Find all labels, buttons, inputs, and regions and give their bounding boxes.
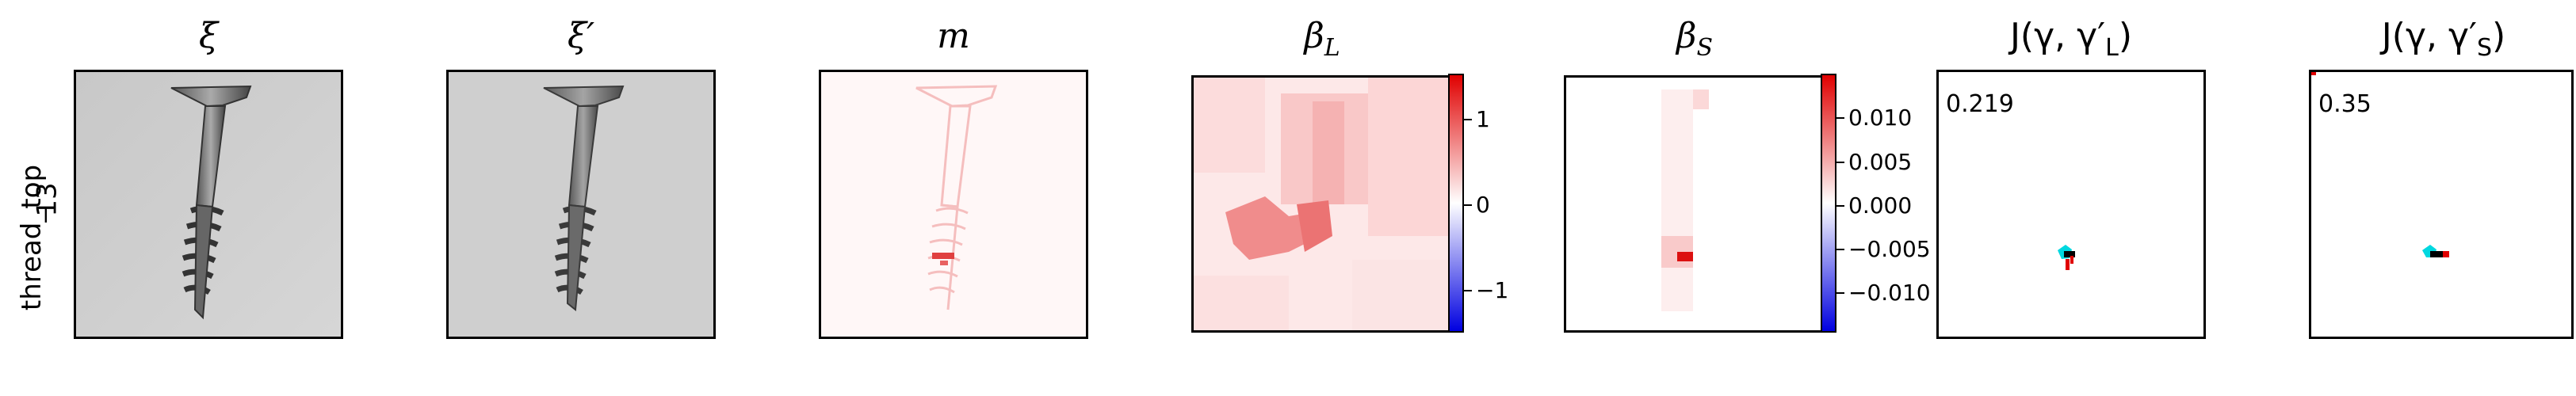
panel-beta-s-map [1564,75,1825,333]
row-label: thread_top 13 [0,0,63,396]
panel-m-map [819,70,1088,339]
panel-j-s-map [2309,70,2574,339]
colorbar-l-tick-neg1: −1 [1476,277,1509,303]
screw-image-original [76,72,341,337]
colorbar-l-tick-0: 0 [1476,192,1490,218]
colorbar-s-tick-0005: 0.005 [1848,149,1913,175]
colorbar-beta-s [1821,74,1836,333]
colorbar-s-tick-0000: 0.000 [1848,192,1913,219]
panel-title-m: m [937,16,970,56]
panel-xi-prime-image [446,70,716,339]
j-l-overlay [1939,72,2203,337]
j-s-overlay [2311,72,2571,337]
panel-title-j-l: J(γ, γ′L) [2009,16,2133,62]
panel-title-xi: ξ [198,16,219,56]
score-j-l: 0.219 [1946,90,2014,118]
colorbar-s-tick-neg0010: −0.010 [1848,280,1931,306]
score-j-s: 0.35 [2318,90,2372,118]
colorbar-l-tick-1: 1 [1476,106,1490,132]
panel-title-j-s: J(γ, γ′S) [2381,16,2506,62]
panel-beta-l-map [1191,75,1453,333]
beta-s-heatmap [1566,78,1823,330]
row-label-index: 13 [31,182,63,217]
colorbar-beta-l [1448,74,1464,333]
panel-title-xi-prime: ξ′ [567,16,595,56]
panel-title-beta-l: βL [1304,16,1340,62]
screw-image-reconstructed [449,72,713,337]
colorbar-s-tick-neg0005: −0.005 [1848,236,1931,262]
difference-map [821,72,1086,337]
panel-title-beta-s: βS [1676,16,1713,62]
panel-j-l-map [1936,70,2206,339]
colorbar-s-tick-0010: 0.010 [1848,105,1913,131]
panel-xi-image [74,70,343,339]
beta-l-heatmap [1194,78,1450,330]
